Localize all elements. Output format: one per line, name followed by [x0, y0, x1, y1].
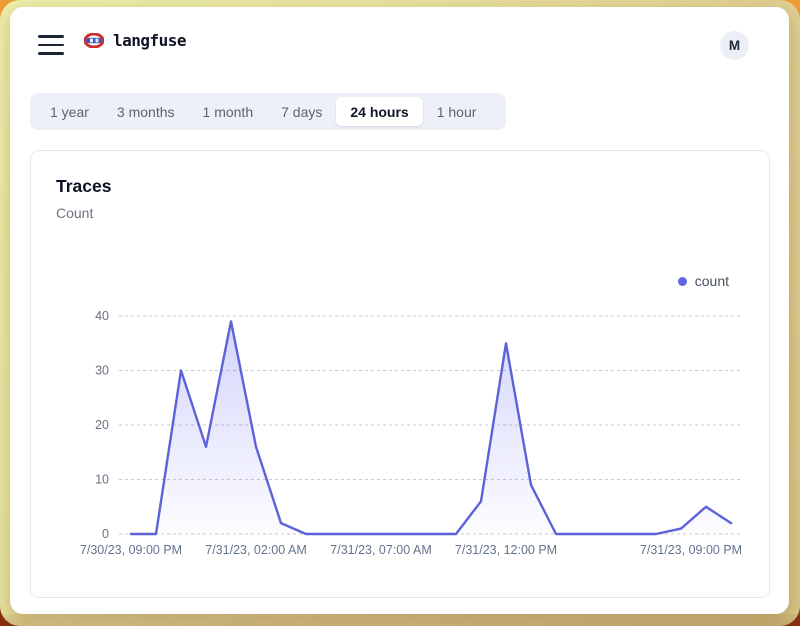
- tab-1-hour[interactable]: 1 hour: [436, 103, 477, 120]
- svg-text:7/31/23, 07:00 AM: 7/31/23, 07:00 AM: [330, 543, 431, 557]
- svg-text:0: 0: [102, 527, 109, 541]
- card-subtitle: Count: [56, 205, 94, 221]
- tab-3-months[interactable]: 3 months: [116, 103, 175, 120]
- svg-text:10: 10: [95, 473, 109, 487]
- brand[interactable]: langfuse: [84, 31, 187, 50]
- svg-text:20: 20: [95, 418, 109, 432]
- tab-1-month[interactable]: 1 month: [202, 103, 254, 120]
- menu-icon[interactable]: [38, 35, 64, 55]
- svg-text:30: 30: [95, 364, 109, 378]
- traces-card: Traces Count count 0 10 20 30 40 7/30/23, 09:…: [30, 150, 770, 598]
- card-title: Traces: [56, 176, 112, 196]
- langfuse-logo-icon: [84, 33, 104, 48]
- frame-shadow: [0, 614, 800, 626]
- tab-7-days[interactable]: 7 days: [281, 103, 323, 120]
- svg-text:7/31/23, 02:00 AM: 7/31/23, 02:00 AM: [205, 543, 306, 557]
- time-range-tabbar: 1 year 3 months 1 month 7 days 24 hours …: [30, 93, 506, 130]
- x-axis: 7/30/23, 09:00 PM 7/31/23, 02:00 AM 7/31/2…: [80, 543, 742, 557]
- line-series-count: [129, 320, 733, 536]
- tab-1-year[interactable]: 1 year: [50, 103, 89, 120]
- brand-name: langfuse: [113, 31, 187, 50]
- y-axis: 0 10 20 30 40: [95, 309, 109, 541]
- svg-text:7/31/23, 12:00 PM: 7/31/23, 12:00 PM: [455, 543, 557, 557]
- svg-text:7/30/23, 09:00 PM: 7/30/23, 09:00 PM: [80, 543, 182, 557]
- user-avatar[interactable]: M: [720, 31, 749, 60]
- svg-text:7/31/23, 09:00 PM: 7/31/23, 09:00 PM: [640, 543, 742, 557]
- traces-area-chart[interactable]: 0 10 20 30 40 7/30/23, 09:00 PM 7/31/23, 02:00…: [31, 151, 771, 599]
- legend-label: count: [694, 273, 729, 289]
- svg-text:40: 40: [95, 309, 109, 323]
- area-series: [131, 321, 731, 534]
- legend-dot-icon: [677, 276, 687, 286]
- app-header: langfuse M: [10, 7, 789, 83]
- chart-legend: count: [677, 273, 729, 289]
- tab-24-hours[interactable]: 24 hours: [336, 97, 423, 126]
- app-window: langfuse M 1 year 3 months 1 month 7 day…: [10, 7, 789, 614]
